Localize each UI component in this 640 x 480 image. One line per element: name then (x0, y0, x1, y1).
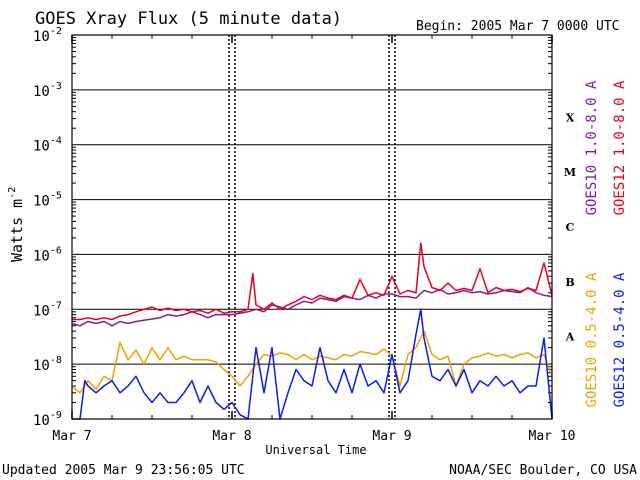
series-layer (71, 242, 553, 420)
y-tick-label: 10-7 (33, 300, 62, 319)
chart-title: GOES Xray Flux (5 minute data) (35, 9, 342, 29)
legend-entry-2: GOES12 1.0-8.0 A (612, 80, 628, 215)
legend-entry-3: GOES10 0.5-4.0 A (584, 272, 600, 407)
y-tick-label: 10-6 (33, 245, 62, 264)
flare-class-label: B (565, 276, 574, 289)
y-tick-base: 10 (33, 29, 50, 45)
y-tick-exponent: -6 (50, 245, 62, 256)
plot-frame (71, 34, 553, 420)
y-tick-base: 10 (33, 248, 50, 264)
y-tick-label: 10-8 (33, 355, 62, 374)
y-tick-exponent: -3 (50, 81, 62, 92)
series-line-4 (72, 308, 553, 420)
y-tick-exponent: -8 (50, 355, 62, 366)
flare-class-label: C (566, 221, 575, 234)
x-axis-label: Universal Time (265, 443, 366, 457)
y-tick-base: 10 (33, 194, 50, 210)
y-tick-exponent: -2 (50, 26, 62, 37)
x-tick-label: Mar 9 (372, 429, 411, 444)
y-tick-base: 10 (33, 84, 50, 100)
flare-class-label: X (566, 111, 575, 124)
y-axis-label-exponent: -2 (7, 187, 18, 199)
begin-label: Begin: 2005 Mar 7 0000 UTC (416, 19, 620, 34)
x-tick-labels: Mar 7 Mar 8 Mar 9 Mar 10 (52, 429, 575, 444)
y-tick-label: 10-3 (33, 81, 62, 100)
y-tick-labels: 10-210-310-410-510-610-710-810-9 (33, 26, 62, 429)
series-line-2 (72, 242, 553, 321)
x-tick-label: Mar 8 (212, 429, 251, 444)
y-axis-label-base: Watts m (8, 199, 26, 262)
y-tick-exponent: -5 (50, 191, 62, 202)
series-line-3 (71, 330, 553, 394)
y-tick-base: 10 (33, 358, 50, 374)
flare-class-labels: X M C B A (564, 111, 576, 343)
y-tick-exponent: -9 (50, 410, 62, 421)
y-tick-label: 10-9 (33, 410, 62, 429)
y-axis-label: Watts m-2 (7, 187, 26, 262)
grid-layer (72, 35, 552, 419)
series-line-1 (71, 286, 553, 327)
y-tick-base: 10 (33, 413, 50, 429)
y-tick-label: 10-5 (33, 191, 62, 210)
y-tick-exponent: -7 (50, 300, 62, 311)
y-tick-label: 10-4 (33, 136, 62, 155)
y-tick-base: 10 (33, 139, 50, 155)
y-tick-exponent: -4 (50, 136, 62, 147)
flare-class-label: A (565, 331, 575, 344)
legend: GOES10 1.0-8.0 A GOES12 1.0-8.0 A GOES10 0… (584, 80, 628, 407)
y-tick-base: 10 (33, 303, 50, 319)
legend-entry-4: GOES12 0.5-4.0 A (612, 272, 628, 407)
x-tick-label: Mar 10 (529, 429, 576, 444)
footer-source: NOAA/SEC Boulder, CO USA (449, 463, 637, 478)
legend-entry-1: GOES10 1.0-8.0 A (584, 80, 600, 215)
flare-class-label: M (564, 166, 576, 179)
x-tick-label: Mar 7 (52, 429, 91, 444)
y-tick-label: 10-2 (33, 26, 62, 45)
footer-updated: Updated 2005 Mar 9 23:56:05 UTC (2, 463, 245, 478)
